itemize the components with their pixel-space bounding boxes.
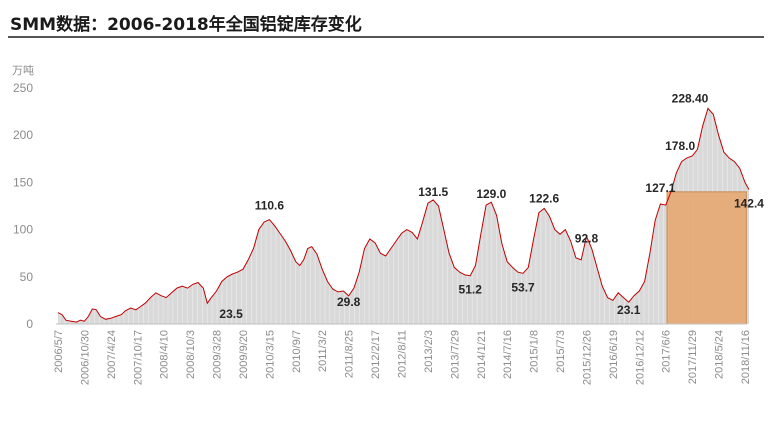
data-label: 23.5 bbox=[219, 307, 243, 321]
y-axis-unit-label: 万吨 bbox=[12, 64, 34, 77]
x-tick-label: 2017/6/6 bbox=[661, 330, 673, 373]
y-tick-label: 150 bbox=[13, 175, 33, 189]
data-label: 129.0 bbox=[476, 187, 506, 201]
x-tick-label: 2008/4/10 bbox=[159, 330, 171, 379]
x-tick-label: 2007/10/17 bbox=[132, 330, 144, 385]
x-tick-label: 2016/12/12 bbox=[634, 330, 646, 385]
x-tick-label: 2012/2/17 bbox=[370, 330, 382, 379]
data-label: 142.4 bbox=[734, 197, 764, 211]
data-label: 92.8 bbox=[575, 231, 599, 245]
x-tick-label: 2016/6/19 bbox=[608, 330, 620, 379]
x-tick-label: 2006/10/30 bbox=[79, 330, 91, 385]
data-label: 122.6 bbox=[529, 191, 559, 205]
y-tick-label: 100 bbox=[13, 223, 33, 237]
y-tick-label: 0 bbox=[26, 317, 33, 331]
data-label: 23.1 bbox=[617, 303, 641, 317]
data-label: 228.40 bbox=[672, 91, 709, 105]
x-tick-label: 2017/11/29 bbox=[687, 330, 699, 384]
x-tick-label: 2006/5/7 bbox=[53, 330, 65, 373]
x-tick-label: 2009/3/28 bbox=[212, 330, 224, 379]
y-tick-label: 50 bbox=[20, 270, 34, 284]
x-tick-label: 2007/4/24 bbox=[106, 330, 118, 379]
x-tick-label: 2009/9/20 bbox=[238, 330, 250, 379]
x-tick-label: 2014/7/16 bbox=[502, 330, 514, 379]
x-tick-label: 2015/1/8 bbox=[529, 330, 541, 373]
x-tick-label: 2013/2/3 bbox=[423, 330, 435, 373]
x-tick-label: 2018/11/16 bbox=[740, 330, 752, 384]
x-tick-label: 2015/7/3 bbox=[555, 330, 567, 373]
x-tick-label: 2013/7/29 bbox=[449, 330, 461, 379]
x-tick-label: 2011/8/25 bbox=[344, 330, 356, 378]
x-tick-label: 2014/1/21 bbox=[476, 330, 488, 379]
x-tick-label: 2015/12/26 bbox=[581, 330, 593, 385]
data-label: 29.8 bbox=[337, 295, 361, 309]
highlight-box bbox=[666, 191, 747, 325]
x-tick-label: 2008/10/3 bbox=[185, 330, 197, 379]
data-label: 110.6 bbox=[255, 199, 285, 213]
title-divider bbox=[8, 36, 764, 38]
data-label: 53.7 bbox=[511, 280, 535, 294]
data-label: 178.0 bbox=[665, 139, 695, 153]
inventory-line bbox=[57, 107, 750, 323]
inventory-area bbox=[58, 108, 749, 325]
x-tick-label: 2018/5/24 bbox=[714, 330, 726, 379]
x-tick-label: 2012/8/11 bbox=[397, 330, 409, 378]
x-tick-label: 2011/3/2 bbox=[317, 330, 329, 372]
chart-title: SMM数据：2006-2018年全国铝锭库存变化 bbox=[10, 15, 362, 35]
y-tick-label: 250 bbox=[13, 81, 33, 95]
data-label: 127.1 bbox=[645, 181, 675, 195]
x-tick-label: 2010/9/7 bbox=[291, 330, 303, 373]
x-tick-label: 2010/3/15 bbox=[264, 330, 276, 379]
y-tick-label: 200 bbox=[13, 128, 33, 142]
data-label: 51.2 bbox=[459, 283, 483, 297]
data-label: 131.5 bbox=[418, 185, 448, 199]
